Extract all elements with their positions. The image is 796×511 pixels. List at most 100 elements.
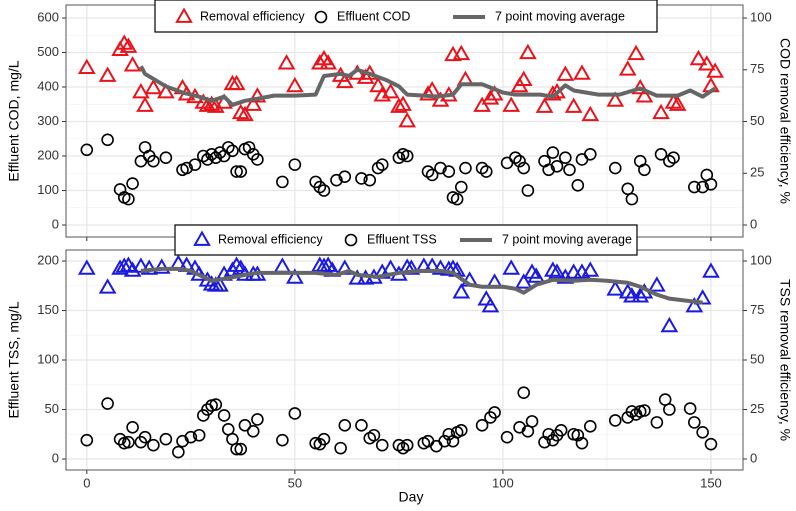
circle-marker bbox=[479, 165, 493, 178]
circle-marker bbox=[101, 397, 114, 410]
y-tick-label: 150 bbox=[37, 302, 59, 317]
circle-marker bbox=[113, 432, 127, 446]
circle-marker bbox=[317, 432, 331, 446]
y-tick-label: 100 bbox=[37, 351, 59, 366]
x-tick-label: 0 bbox=[83, 475, 90, 490]
circle-marker bbox=[667, 151, 680, 165]
circle-marker bbox=[230, 442, 243, 456]
circle-marker bbox=[575, 436, 589, 450]
triangle-marker bbox=[606, 91, 625, 107]
triangle-marker bbox=[348, 269, 367, 285]
triangle-marker bbox=[193, 230, 211, 246]
circle-marker bbox=[375, 438, 389, 452]
y-tick-label: 50 bbox=[45, 401, 59, 416]
circle-marker bbox=[450, 192, 464, 206]
circle-marker bbox=[126, 177, 139, 190]
circle-marker bbox=[288, 158, 302, 171]
y-axis-label: Effluent COD, mg/L bbox=[6, 60, 22, 181]
triangle-marker bbox=[535, 97, 554, 113]
triangle-marker bbox=[277, 54, 296, 70]
triangle-marker bbox=[623, 287, 641, 303]
circle-marker bbox=[338, 170, 352, 183]
circle-marker bbox=[525, 415, 539, 428]
circle-marker bbox=[180, 161, 193, 175]
circle-marker bbox=[638, 163, 651, 177]
legend-box bbox=[174, 224, 638, 256]
triangle-marker bbox=[390, 97, 408, 113]
circle-marker bbox=[688, 180, 701, 194]
triangle-marker bbox=[618, 60, 637, 76]
circle-marker bbox=[663, 154, 676, 168]
triangle-marker bbox=[481, 297, 500, 313]
triangle-marker bbox=[157, 83, 175, 99]
circle-marker bbox=[559, 151, 572, 165]
y-tick-label: 100 bbox=[37, 182, 59, 197]
triangle-marker bbox=[564, 97, 583, 113]
circle-marker bbox=[230, 165, 243, 178]
legend-label: 7 point moving average bbox=[502, 232, 632, 246]
circle-marker bbox=[571, 179, 585, 192]
circle-marker bbox=[608, 161, 622, 175]
triangle-marker bbox=[556, 268, 575, 284]
triangle-marker bbox=[286, 268, 304, 284]
circle-marker bbox=[246, 424, 260, 438]
y-tick-label: 400 bbox=[37, 78, 59, 93]
triangle-marker bbox=[119, 37, 138, 53]
triangle-marker bbox=[689, 49, 708, 66]
y-tick-label: 300 bbox=[37, 113, 59, 128]
circle-marker bbox=[126, 421, 139, 434]
y2-tick-label: 50 bbox=[750, 351, 764, 366]
circle-marker bbox=[234, 165, 248, 178]
circle-marker bbox=[80, 143, 94, 157]
y-tick-label: 200 bbox=[37, 147, 59, 162]
circle-marker bbox=[234, 442, 248, 456]
circle-marker bbox=[192, 428, 206, 442]
circle-marker bbox=[442, 427, 456, 441]
circle-marker bbox=[317, 184, 331, 197]
circle-marker bbox=[375, 158, 389, 171]
triangle-marker bbox=[631, 78, 650, 95]
triangle-marker bbox=[543, 261, 562, 277]
circle-marker bbox=[251, 153, 264, 166]
triangle-marker bbox=[98, 278, 117, 294]
y-axis-label: Effluent TSS, mg/L bbox=[6, 301, 22, 418]
triangle-marker bbox=[514, 70, 533, 87]
circle-marker bbox=[314, 10, 328, 24]
triangle-marker bbox=[402, 259, 421, 275]
triangle-marker bbox=[485, 85, 504, 101]
circle-marker bbox=[663, 403, 676, 416]
circle-marker bbox=[509, 151, 522, 165]
y2-tick-label: 25 bbox=[750, 401, 764, 416]
triangle-marker bbox=[140, 259, 159, 275]
circle-marker bbox=[500, 430, 514, 444]
y2-tick-label: 75 bbox=[750, 302, 764, 317]
triangle-marker bbox=[227, 74, 246, 91]
triangle-marker bbox=[697, 55, 716, 71]
circle-marker bbox=[621, 182, 635, 196]
triangle-marker bbox=[152, 258, 171, 274]
circle-marker bbox=[454, 423, 468, 437]
circle-marker bbox=[355, 419, 368, 432]
circle-marker bbox=[459, 161, 472, 175]
circle-marker bbox=[696, 180, 709, 194]
triangle-marker bbox=[98, 66, 117, 82]
circle-marker bbox=[454, 180, 468, 194]
triangle-marker bbox=[175, 7, 193, 23]
circle-marker bbox=[338, 419, 352, 432]
y2-tick-label: 0 bbox=[750, 450, 757, 465]
triangle-marker bbox=[481, 89, 500, 105]
triangle-marker bbox=[194, 93, 213, 109]
triangle-marker bbox=[394, 95, 412, 111]
triangle-marker bbox=[564, 263, 583, 279]
circle-marker bbox=[334, 441, 347, 455]
circle-marker bbox=[184, 430, 198, 444]
circle-marker bbox=[517, 161, 531, 175]
triangle-marker bbox=[77, 58, 96, 74]
triangle-marker bbox=[573, 64, 591, 80]
circle-marker bbox=[101, 133, 114, 147]
circle-marker bbox=[217, 409, 231, 422]
circle-marker bbox=[188, 158, 202, 171]
circle-marker bbox=[434, 161, 447, 175]
y-tick-label: 600 bbox=[37, 9, 59, 24]
triangle-marker bbox=[648, 276, 666, 292]
